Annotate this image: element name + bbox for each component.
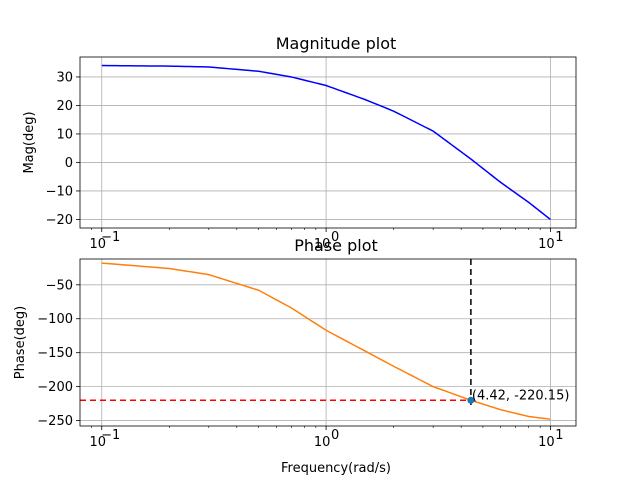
marker-point: [467, 396, 475, 404]
x-tick-exponent: −1: [101, 230, 120, 245]
y-axis-label: Mag(deg): [22, 111, 37, 173]
chart-title: Magnitude plot: [276, 34, 397, 53]
axes-frame: [79, 56, 577, 229]
y-tick-label: −20: [46, 213, 73, 228]
y-tick-label: 20: [56, 99, 73, 114]
phase-panel: (4.42, -220.15)10−1 10 0 10 1−50−100−150−200…: [13, 236, 577, 476]
x-tick-label: 10: [538, 435, 555, 450]
x-tick-exponent: 1: [555, 230, 563, 245]
y-tick-label: 10: [56, 127, 73, 142]
y-tick-label: −200: [37, 380, 73, 395]
x-tick-label: 10: [314, 237, 331, 252]
x-tick-label: 10: [89, 237, 106, 252]
y-tick-label: −100: [37, 312, 73, 327]
x-tick-label: 10: [538, 237, 555, 252]
y-tick-label: 0: [65, 156, 73, 171]
x-tick-label: 10: [314, 435, 331, 450]
series-line: [101, 262, 551, 420]
x-tick-exponent: 0: [331, 230, 339, 245]
axes-frame: [79, 258, 577, 427]
y-tick-label: −150: [37, 346, 73, 361]
x-tick-exponent: 1: [555, 428, 563, 443]
y-tick-label: 30: [56, 70, 73, 85]
marker-annotation: (4.42, -220.15): [472, 388, 570, 403]
x-tick-exponent: 0: [331, 428, 339, 443]
x-axis-label: Frequency(rad/s): [281, 461, 391, 476]
y-axis-label: Phase(deg): [13, 306, 28, 379]
x-tick-label: 10: [89, 435, 106, 450]
y-tick-label: −10: [46, 184, 73, 199]
y-tick-label: −50: [46, 278, 73, 293]
x-tick-exponent: −1: [101, 428, 120, 443]
series-line: [101, 64, 551, 221]
chart-title: Phase plot: [294, 236, 378, 255]
y-tick-label: −250: [37, 414, 73, 429]
